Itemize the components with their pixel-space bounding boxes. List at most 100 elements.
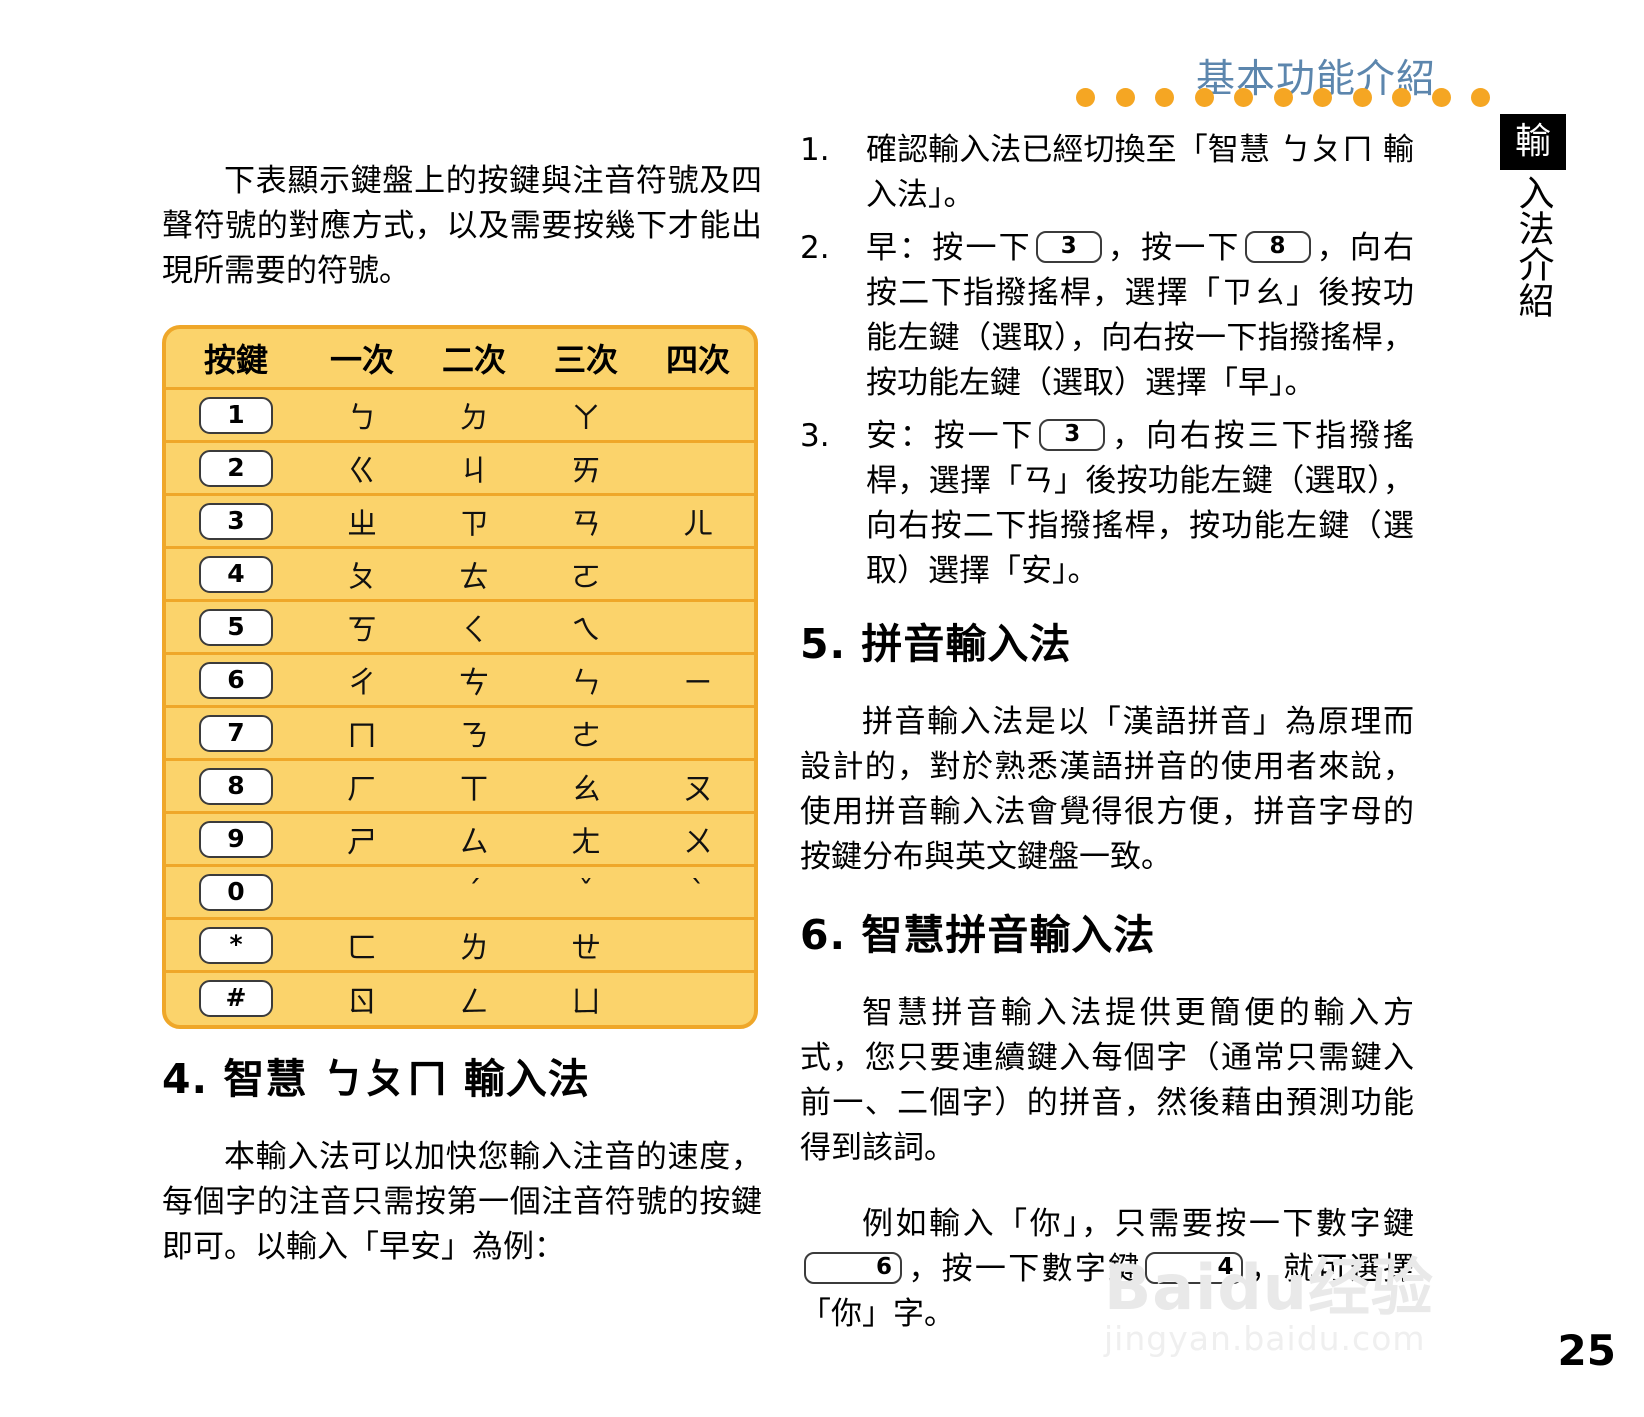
keycap-1: 1: [199, 396, 273, 434]
cell-twice: ㄥ: [418, 970, 530, 1025]
cell-key: 6: [166, 652, 306, 707]
table-row: # ㄖㄥㄩ: [166, 970, 754, 1025]
numbered-steps-list: 1. 確認輸入法已經切換至「智慧 ㄅㄆㄇ 輸入法」。 2. 早：按一下 3 ，按一下 8 ，向…: [800, 128, 1414, 594]
step-item-2: 2. 早：按一下 3 ，按一下 8 ，向右按二下指撥搖桿，選擇「ㄗㄠ」後按功能左鍵（選取）…: [800, 226, 1414, 406]
cell-key: #: [166, 970, 306, 1025]
cell-twice: ㄗ: [418, 493, 530, 548]
step-text: 安：按一下 3 ，向右按三下指撥搖桿，選擇「ㄢ」後按功能左鍵（選取），向右按二下指撥…: [866, 418, 1415, 589]
cell-fourth: ㄧ: [642, 652, 754, 707]
header-dot: [1115, 88, 1135, 107]
cell-fourth: [642, 546, 754, 601]
cell-fourth: [642, 389, 754, 442]
header-dot: [1234, 88, 1253, 107]
cell-thrice: ˇ: [530, 864, 642, 919]
cell-twice: ㄌ: [418, 917, 530, 972]
column-header-twice: 二次: [418, 329, 530, 390]
cell-fourth: [642, 705, 754, 760]
section-4-body: 本輸入法可以加快您輸入注音的速度，每個字的注音只需按第一個注音符號的按鍵即可。以…: [162, 1138, 762, 1265]
cell-once: ㄖ: [306, 970, 418, 1025]
cell-twice: ㄉ: [459, 401, 489, 436]
cell-key: 8: [166, 758, 306, 813]
cell-once: ㄆ: [306, 546, 418, 601]
cell-thrice: ㄞ: [530, 440, 642, 495]
cell-twice: ㄐ: [418, 440, 530, 495]
header-dot: [1431, 88, 1451, 107]
section-6-body-2: 例如輸入「你」，只需要按一下數字鍵6 ，按一下數字鍵 4 ，就可選擇「你」字。: [800, 1206, 1415, 1333]
cell-key: 4: [166, 546, 306, 601]
table-row: * ㄈㄌㄝ: [166, 917, 754, 972]
header-dot: [1313, 88, 1332, 107]
header-dot: [1471, 88, 1490, 107]
column-header-key: 按鍵: [166, 329, 306, 390]
step-text: 早：按一下 3 ，按一下 8 ，向右按二下指撥搖桿，選擇「ㄗㄠ」後按功能左鍵（選取），向…: [866, 230, 1415, 401]
step-text: 確認輸入法已經切換至「智慧 ㄅㄆㄇ 輸入法」。: [866, 132, 1414, 213]
cell-key: 7: [166, 705, 306, 760]
header-dot: [1352, 88, 1372, 107]
section-6-body-1: 智慧拼音輸入法提供更簡便的輸入方式，您只要連續鍵入每個字（通常只需鍵入前一、二個…: [800, 995, 1414, 1167]
keycap-3: 3: [199, 502, 273, 540]
inline-keycap-3: 3: [1039, 419, 1106, 451]
section-5-heading: 5. 拼音輸入法: [800, 620, 1072, 668]
step-item-3: 3. 安：按一下 3 ，向右按三下指撥搖桿，選擇「ㄢ」後按功能左鍵（選取），向右按二下…: [800, 414, 1414, 594]
keycap-7: 7: [199, 714, 273, 752]
cell-twice: ㄊ: [418, 546, 530, 601]
cell-key: *: [166, 917, 306, 972]
keycap-0: 0: [199, 873, 273, 911]
cell-thrice: ㄤ: [530, 811, 642, 866]
cell-fourth: [642, 599, 754, 654]
keycap-6: 6: [199, 661, 273, 699]
cell-fourth: [642, 917, 754, 972]
side-tab-first-char: 輸: [1500, 114, 1566, 170]
cell-twice: ㄒ: [418, 758, 530, 813]
cell-key: 9: [166, 811, 306, 866]
cell-fourth: ㄡ: [642, 758, 754, 813]
cell-thrice: ㄠ: [530, 758, 642, 813]
cell-thrice: ㄜ: [530, 705, 642, 760]
header-dot: [1076, 88, 1095, 107]
keycap-5: 5: [199, 608, 273, 646]
cell-twice: ㄙ: [418, 811, 530, 866]
keycap-#: #: [199, 980, 273, 1018]
cell-key: 2: [166, 440, 306, 495]
cell-thrice: ㄚ: [571, 401, 601, 436]
left-column: 下表顯示鍵盤上的按鍵與注音符號及四聲符號的對應方式，以及需要按幾下才能出現所需要…: [162, 128, 762, 1301]
side-tab-input-method-intro: 輸 入法介紹: [1500, 114, 1566, 324]
cell-key: 3: [166, 493, 306, 548]
keycap-4: 4: [199, 555, 273, 593]
cell-once: ㄇ: [306, 705, 418, 760]
keycap-9: 9: [199, 820, 273, 858]
section-5-body: 拼音輸入法是以「漢語拼音」為原理而設計的，對於熟悉漢語拼音的使用者來說，使用拼音…: [800, 704, 1414, 876]
table-row: 1 ㄅ ㄉ ㄚ: [166, 389, 754, 442]
step-number: 1.: [800, 132, 830, 168]
step-number: 2.: [800, 230, 830, 266]
cell-twice: ㄘ: [418, 652, 530, 707]
column-header-once: 一次: [306, 329, 418, 390]
header-dot: [1155, 88, 1174, 107]
inline-keycap-4: 4: [1145, 1252, 1244, 1285]
table-header-row: 按鍵 一次 二次 三次 四次: [166, 329, 754, 390]
step-number: 3.: [800, 418, 830, 454]
column-header-fourth: 四次: [642, 329, 754, 390]
cell-thrice: ㄝ: [530, 917, 642, 972]
cell-once: ㄈ: [306, 917, 418, 972]
cell-thrice: ㄟ: [530, 599, 642, 654]
cell-thrice: ㄛ: [530, 546, 642, 601]
cell-once: ㄓ: [306, 493, 418, 548]
cell-fourth: ㄦ: [642, 493, 754, 548]
cell-key: 1: [166, 389, 306, 442]
step-item-1: 1. 確認輸入法已經切換至「智慧 ㄅㄆㄇ 輸入法」。: [800, 128, 1414, 218]
cell-fourth: ㄨ: [642, 811, 754, 866]
cell-once: ㄎ: [306, 599, 418, 654]
header-dot: [1194, 88, 1214, 107]
cell-twice: ㄋ: [418, 705, 530, 760]
cell-twice: ˊ: [418, 864, 530, 919]
cell-once: ㄔ: [306, 652, 418, 707]
cell-fourth: [642, 970, 754, 1025]
cell-fourth: [642, 440, 754, 495]
cell-fourth: ˋ: [642, 864, 754, 919]
